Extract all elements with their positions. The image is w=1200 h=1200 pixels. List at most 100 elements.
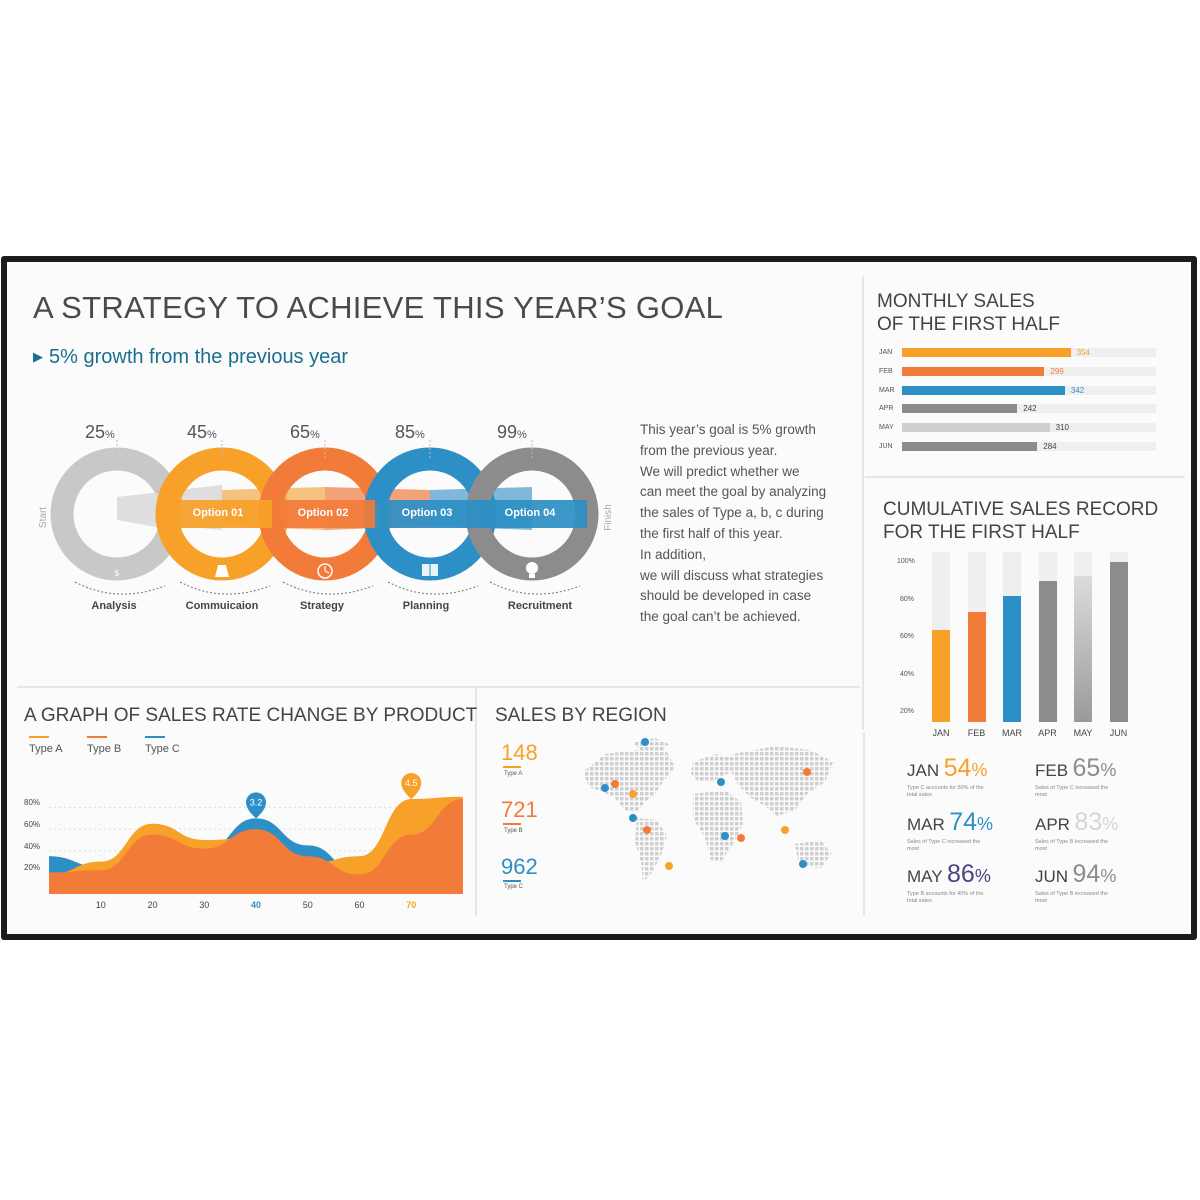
africa <box>693 790 743 862</box>
option-label: Option 04 <box>504 507 556 519</box>
percent-block-feb: FEB 65% Sales of Type C increased the mo… <box>1035 754 1117 798</box>
y-tick: 20% <box>24 863 41 872</box>
option-label: Option 01 <box>192 507 244 519</box>
rate-area-chart: 3.2 4.5 <box>49 772 463 894</box>
map-marker <box>665 862 673 870</box>
option-band <box>375 500 485 528</box>
option-label: Option 03 <box>401 507 453 519</box>
marker-value: 4.5 <box>405 778 418 788</box>
divider <box>863 732 865 916</box>
clock-icon <box>317 563 333 579</box>
bar-value-label: 284 <box>1043 442 1057 451</box>
step-label: Strategy <box>299 600 345 612</box>
area-series-type-b <box>49 798 463 894</box>
region-line <box>503 823 521 825</box>
region-line <box>503 880 521 882</box>
bar-value-label: 354 <box>1076 348 1090 357</box>
percent-block-may: MAY 86% Type B accounts for 40% of the t… <box>907 860 991 904</box>
map-marker <box>641 738 649 746</box>
region-value-b: 721 <box>501 797 538 822</box>
step-label: Planning <box>402 600 450 612</box>
map-marker <box>717 778 725 786</box>
start-label: Start <box>38 506 50 529</box>
region-value-c: 962 <box>501 854 538 879</box>
bar <box>1003 596 1021 722</box>
map-marker <box>643 826 651 834</box>
divider <box>865 476 1185 478</box>
map-marker <box>629 790 637 798</box>
legend-type-b: Type B <box>87 736 121 755</box>
bar <box>902 404 1018 414</box>
bar-label: MAR <box>879 386 895 394</box>
y-tick: 80% <box>900 596 915 603</box>
map-marker <box>799 860 807 868</box>
monthly-sales-title: MONTHLY SALES OF THE FIRST HALF <box>877 291 1060 335</box>
step-label: Commuicaion <box>185 600 259 612</box>
x-tick-label: 20 <box>147 900 158 910</box>
europe <box>691 754 735 782</box>
map-marker <box>737 834 745 842</box>
world-map <box>583 738 833 882</box>
x-tick-label: JUN <box>1109 728 1128 738</box>
svg-text:$: $ <box>114 569 120 579</box>
money-bag-icon <box>109 564 125 580</box>
bar-label: APR <box>879 405 894 413</box>
step-percent: 25% <box>85 422 115 442</box>
goal-description: This year’s goal is 5% growth from the p… <box>640 422 827 625</box>
strategy-rings: $ <box>50 440 599 595</box>
bar-label: FEB <box>879 367 893 375</box>
x-tick-label: MAY <box>1073 728 1093 738</box>
bar <box>902 385 1065 395</box>
page-subtitle: ▶ 5% growth from the previous year <box>33 346 348 369</box>
bar <box>902 366 1045 376</box>
bar-track <box>902 404 1156 414</box>
x-tick-label: 60 <box>354 900 365 910</box>
region-line <box>503 766 521 768</box>
step-percent: 99% <box>497 422 527 442</box>
bar <box>1074 575 1092 722</box>
bar-value-label: 242 <box>1023 404 1037 414</box>
flask-icon <box>215 565 229 577</box>
x-tick-label: MAR <box>1002 728 1022 738</box>
region-type: Type B <box>504 828 523 834</box>
value-marker: 3.2 <box>246 792 266 819</box>
legend-type-c: Type C <box>145 736 180 755</box>
x-tick-label: APR <box>1038 728 1057 738</box>
bar-value-label: 310 <box>1055 423 1069 433</box>
bar-label: MAY <box>879 424 894 432</box>
x-tick-label: 50 <box>302 900 313 910</box>
step-percent: 45% <box>187 422 217 442</box>
value-marker: 4.5 <box>401 772 422 799</box>
south-america <box>635 818 667 882</box>
map-marker <box>721 832 729 840</box>
percent-block-jan: JAN 54% Type C accounts for 50% of the t… <box>907 754 988 798</box>
legend-type-a: Type A <box>29 736 63 755</box>
bar <box>1109 562 1128 722</box>
map-marker <box>601 784 609 792</box>
x-tick-label: 40 <box>250 900 262 910</box>
asia <box>731 746 833 816</box>
north-america <box>583 750 675 812</box>
subtitle-text: 5% growth from the previous year <box>49 346 349 368</box>
region-title: SALES BY REGION <box>495 705 667 726</box>
bar <box>932 630 950 722</box>
divider <box>862 276 864 730</box>
y-tick: 20% <box>900 708 915 715</box>
map-marker <box>781 826 789 834</box>
divider <box>475 688 477 916</box>
step-label: Recruitment <box>507 600 573 612</box>
bar-label: JUN <box>879 443 893 450</box>
region-type: Type C <box>504 884 524 890</box>
x-tick-label: 10 <box>95 900 106 910</box>
step-percent: 85% <box>395 422 425 442</box>
bar-value-label: 342 <box>1070 385 1085 395</box>
y-tick: 100% <box>897 558 915 565</box>
bar-label: JAN <box>879 349 893 356</box>
finish-label: Finish <box>602 504 614 531</box>
bar <box>1038 580 1057 722</box>
bar <box>902 442 1038 451</box>
x-tick-label: FEB <box>967 728 986 738</box>
display-bezel: A STRATEGY TO ACHIEVE THIS YEAR’S GOAL ▶… <box>1 256 1197 940</box>
bar <box>967 611 986 722</box>
y-tick: 60% <box>24 820 41 829</box>
